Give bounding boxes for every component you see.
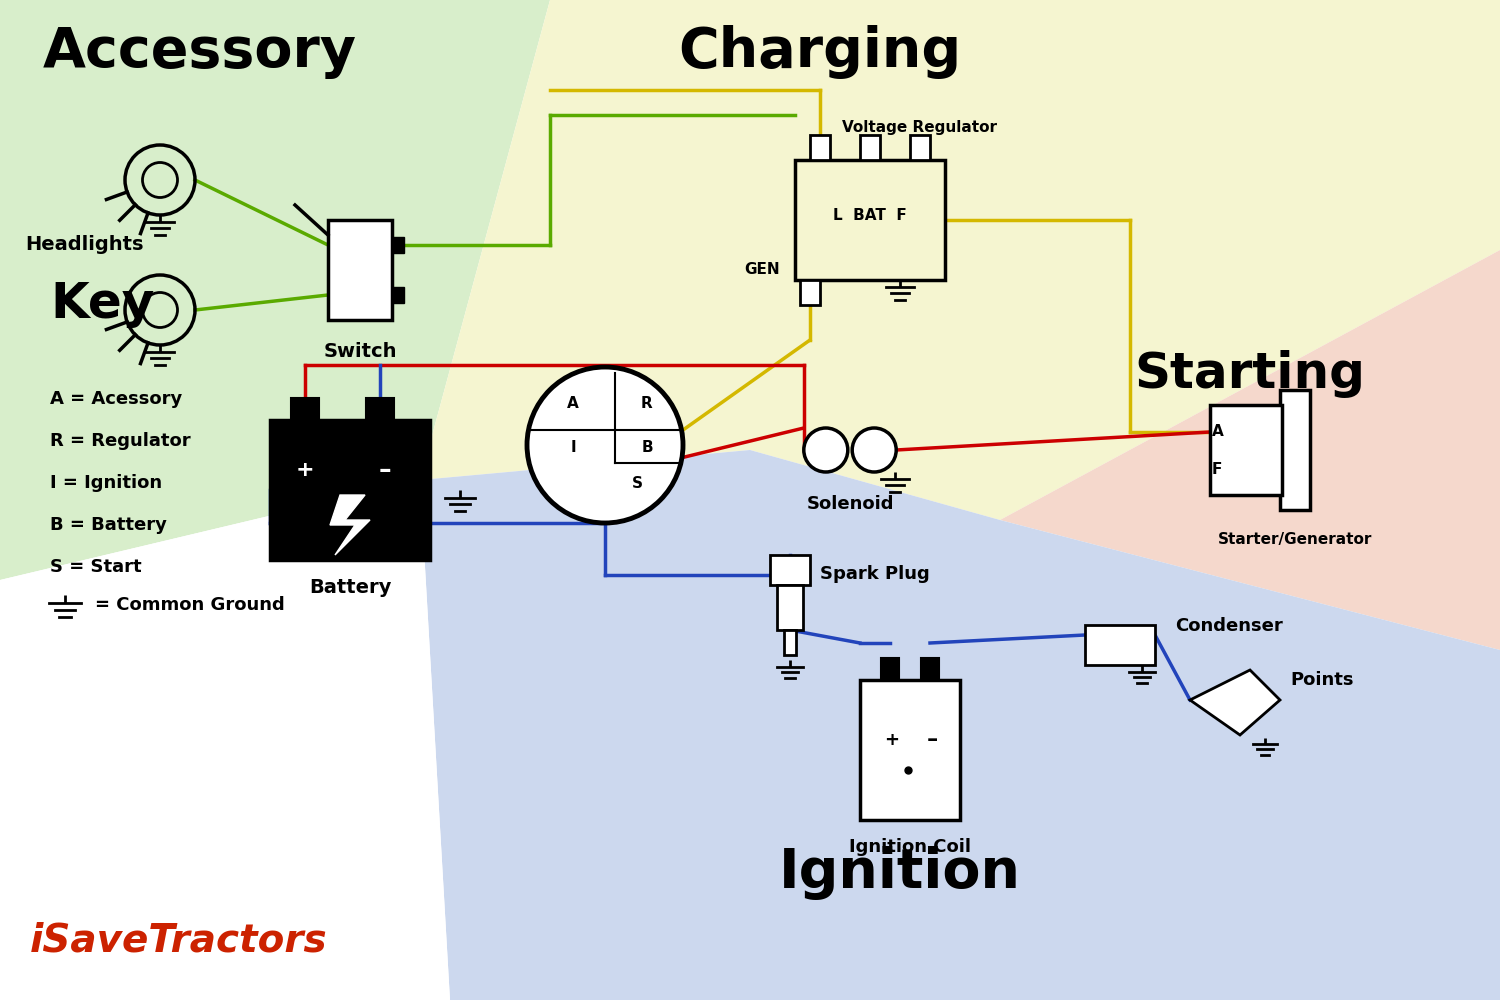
FancyBboxPatch shape bbox=[1210, 405, 1282, 495]
FancyBboxPatch shape bbox=[880, 658, 898, 680]
Text: B: B bbox=[640, 440, 652, 454]
Polygon shape bbox=[0, 480, 450, 1000]
Text: –: – bbox=[378, 458, 392, 482]
Text: F: F bbox=[1212, 462, 1222, 478]
Text: –: – bbox=[927, 730, 938, 750]
Text: R: R bbox=[640, 395, 652, 410]
FancyBboxPatch shape bbox=[921, 658, 939, 680]
FancyBboxPatch shape bbox=[784, 630, 796, 655]
Text: R = Regulator: R = Regulator bbox=[50, 432, 190, 450]
Polygon shape bbox=[420, 0, 1500, 520]
Text: Voltage Regulator: Voltage Regulator bbox=[843, 120, 998, 135]
Circle shape bbox=[526, 367, 682, 523]
Polygon shape bbox=[420, 450, 1500, 1000]
FancyBboxPatch shape bbox=[810, 135, 830, 160]
Text: Key: Key bbox=[50, 280, 154, 328]
Text: Battery: Battery bbox=[309, 578, 392, 597]
Text: Condenser: Condenser bbox=[1174, 617, 1282, 635]
Text: Ignition Coil: Ignition Coil bbox=[849, 838, 970, 856]
FancyBboxPatch shape bbox=[770, 555, 810, 585]
Polygon shape bbox=[1000, 0, 1500, 650]
Text: Spark Plug: Spark Plug bbox=[821, 565, 930, 583]
Text: GEN: GEN bbox=[744, 262, 780, 277]
Text: S = Start: S = Start bbox=[50, 558, 141, 576]
Text: I: I bbox=[570, 440, 576, 454]
FancyBboxPatch shape bbox=[270, 420, 430, 560]
Text: Ignition: Ignition bbox=[778, 846, 1022, 900]
Text: Switch: Switch bbox=[324, 342, 396, 361]
Text: Charging: Charging bbox=[678, 25, 962, 79]
Text: iSaveTractors: iSaveTractors bbox=[30, 922, 327, 960]
FancyBboxPatch shape bbox=[800, 280, 820, 305]
Text: Points: Points bbox=[1290, 671, 1353, 689]
FancyBboxPatch shape bbox=[777, 585, 802, 630]
FancyBboxPatch shape bbox=[859, 680, 960, 820]
Text: +: + bbox=[296, 460, 315, 480]
Text: I = Ignition: I = Ignition bbox=[50, 474, 162, 492]
FancyBboxPatch shape bbox=[366, 398, 394, 420]
Text: S: S bbox=[632, 476, 642, 490]
Circle shape bbox=[852, 428, 895, 472]
Text: A = Acessory: A = Acessory bbox=[50, 390, 183, 408]
Polygon shape bbox=[330, 495, 370, 555]
FancyBboxPatch shape bbox=[291, 398, 320, 420]
Text: Accessory: Accessory bbox=[44, 25, 357, 79]
FancyBboxPatch shape bbox=[1084, 625, 1155, 665]
Text: Starting: Starting bbox=[1134, 350, 1365, 398]
FancyBboxPatch shape bbox=[1280, 390, 1310, 510]
FancyBboxPatch shape bbox=[392, 237, 404, 253]
Text: = Common Ground: = Common Ground bbox=[94, 596, 285, 614]
Polygon shape bbox=[1190, 670, 1280, 735]
Text: Headlights: Headlights bbox=[26, 235, 144, 254]
Text: Solenoid: Solenoid bbox=[807, 495, 894, 513]
FancyBboxPatch shape bbox=[328, 220, 392, 320]
Text: L  BAT  F: L BAT F bbox=[833, 208, 908, 223]
Text: +: + bbox=[885, 731, 900, 749]
Polygon shape bbox=[0, 0, 550, 580]
FancyBboxPatch shape bbox=[392, 287, 404, 303]
Circle shape bbox=[804, 428, 847, 472]
FancyBboxPatch shape bbox=[910, 135, 930, 160]
Text: B = Battery: B = Battery bbox=[50, 516, 166, 534]
Text: A: A bbox=[567, 395, 579, 410]
Text: A: A bbox=[1212, 424, 1224, 440]
FancyBboxPatch shape bbox=[859, 135, 880, 160]
Text: Starter/Generator: Starter/Generator bbox=[1218, 532, 1372, 547]
FancyBboxPatch shape bbox=[795, 160, 945, 280]
